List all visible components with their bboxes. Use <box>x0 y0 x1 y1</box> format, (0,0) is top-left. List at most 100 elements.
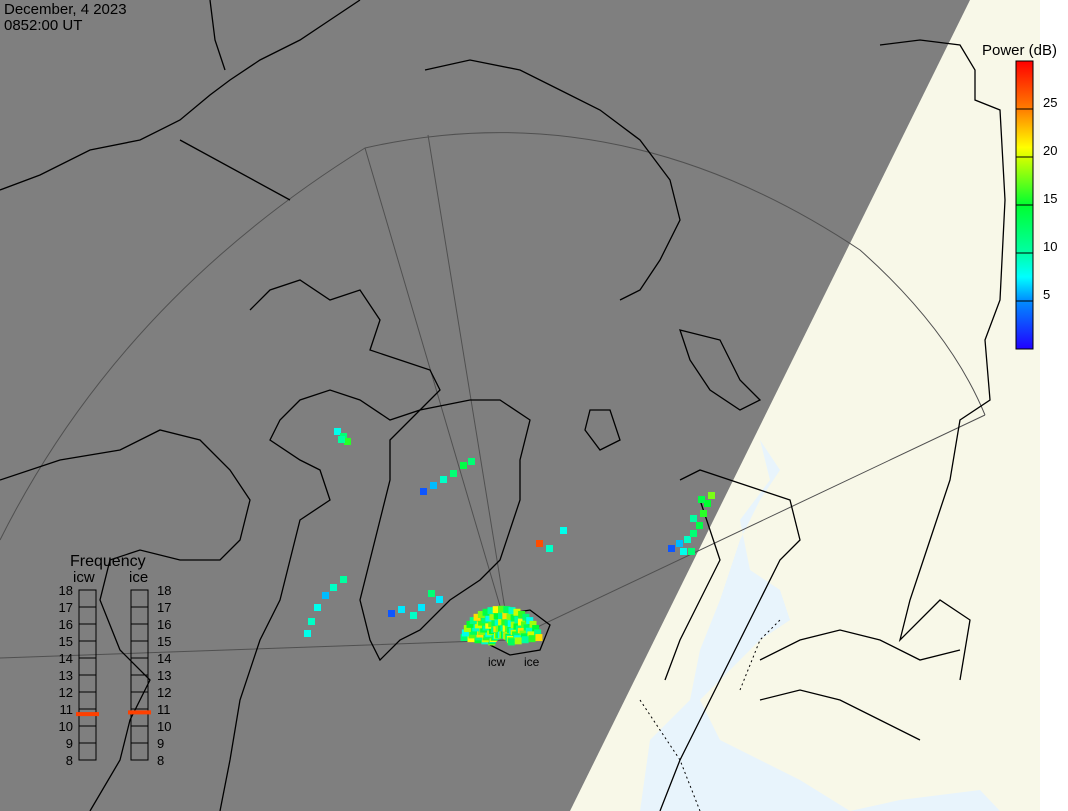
echo-cell <box>698 496 705 503</box>
frequency-tick-right: 10 <box>157 719 171 734</box>
echo-cell <box>521 636 529 644</box>
frequency-tick-left: 11 <box>60 702 74 717</box>
echo-cell <box>469 617 477 625</box>
frequency-tick-left: 12 <box>59 685 73 700</box>
echo-cell <box>680 548 687 555</box>
nightside-shade <box>0 0 970 811</box>
echo-cell <box>460 462 467 469</box>
echo-cell <box>428 590 435 597</box>
echo-cell <box>708 492 715 499</box>
frequency-tick-right: 12 <box>157 685 171 700</box>
echo-cell <box>388 610 395 617</box>
echo-cell <box>690 530 697 537</box>
echo-cell <box>684 536 691 543</box>
echo-cell <box>468 631 476 639</box>
echo-cell <box>518 610 526 618</box>
echo-cell <box>700 510 707 517</box>
radar-label-ice: ice <box>524 655 540 669</box>
echo-cell <box>334 428 341 435</box>
colorbar-tick-label: 10 <box>1043 239 1057 254</box>
echo-cell <box>436 596 443 603</box>
frequency-cell <box>130 589 149 608</box>
radar-label-icw: icw <box>488 655 506 669</box>
echo-cell <box>535 634 543 642</box>
frequency-tick-left: 17 <box>59 600 73 615</box>
echo-cell <box>473 613 481 621</box>
echo-cell <box>510 614 518 622</box>
echo-cell <box>485 614 493 622</box>
frequency-marker-ice <box>128 710 151 715</box>
echo-cell <box>546 545 553 552</box>
echo-cell <box>527 631 535 639</box>
frequency-tick-left: 13 <box>59 668 73 683</box>
echo-cell <box>514 637 522 645</box>
echo-cell <box>440 476 447 483</box>
echo-cell <box>532 625 540 633</box>
frequency-radar-label-ice: ice <box>129 569 148 586</box>
echo-cell <box>498 605 505 613</box>
frequency-radar-label-icw: icw <box>73 569 95 586</box>
echo-cell <box>525 627 533 635</box>
echo-cell <box>308 618 315 625</box>
echo-cell <box>513 608 521 616</box>
colorbar-tick-label: 5 <box>1043 287 1050 302</box>
echo-cell <box>508 607 516 615</box>
echo-cell <box>463 625 471 633</box>
frequency-tick-right: 18 <box>157 583 171 598</box>
colorbar-tick-label: 20 <box>1043 143 1057 158</box>
frequency-tick-right: 13 <box>157 668 171 683</box>
echo-cell <box>507 638 515 646</box>
echo-cell <box>528 635 536 643</box>
echo-cell <box>468 458 475 465</box>
frequency-marker-icw <box>76 712 99 717</box>
echo-cell <box>481 616 489 624</box>
frequency-tick-left: 10 <box>59 719 73 734</box>
colorbar-title: Power (dB) <box>982 42 1057 59</box>
echo-cell <box>450 470 457 477</box>
echo-cell <box>503 606 511 614</box>
echo-cell <box>688 548 695 555</box>
echo-cell <box>560 527 567 534</box>
echo-cell <box>482 608 490 616</box>
echo-cell <box>668 545 675 552</box>
margin <box>1040 0 1068 811</box>
echo-cell <box>529 620 537 628</box>
power-colorbar: Power (dB) 5 10 15 20 25 <box>982 42 1057 350</box>
colorbar-tick-label: 15 <box>1043 191 1057 206</box>
echo-cell <box>410 612 417 619</box>
echo-cell <box>696 522 703 529</box>
echo-cell <box>690 515 697 522</box>
echo-cell <box>477 610 485 618</box>
colorbar-tick-label: 25 <box>1043 95 1057 110</box>
echo-cell <box>430 482 437 489</box>
frequency-cell <box>78 589 97 608</box>
echo-cell <box>487 607 495 615</box>
echo-cell <box>522 613 530 621</box>
echo-cell <box>498 612 505 620</box>
frequency-tick-left: 8 <box>66 753 73 768</box>
frequency-tick-right: 11 <box>157 702 171 717</box>
echo-cell <box>536 540 543 547</box>
frequency-tick-right: 15 <box>157 634 171 649</box>
echo-cell <box>330 584 337 591</box>
echo-cell <box>467 635 475 643</box>
echo-cell <box>493 612 501 620</box>
echo-cell <box>420 488 427 495</box>
echo-cell <box>418 604 425 611</box>
echo-cell <box>502 612 510 620</box>
echo-cell <box>492 606 500 614</box>
echo-cell <box>340 576 347 583</box>
frequency-tick-right: 14 <box>157 651 171 666</box>
echo-cell <box>704 500 711 507</box>
echo-cell <box>460 634 468 642</box>
frequency-tick-right: 16 <box>157 617 171 632</box>
frequency-tick-right: 17 <box>157 600 171 615</box>
echo-cell <box>322 592 329 599</box>
frequency-tick-left: 18 <box>59 583 73 598</box>
coastlines <box>0 0 1006 811</box>
frequency-panel: Frequency icw ice 18 18 17 17 16 16 15 15 14 14 13 13… <box>59 553 172 768</box>
frequency-tick-left: 15 <box>59 634 73 649</box>
echo-cell <box>526 617 534 625</box>
echo-cell <box>344 438 351 445</box>
